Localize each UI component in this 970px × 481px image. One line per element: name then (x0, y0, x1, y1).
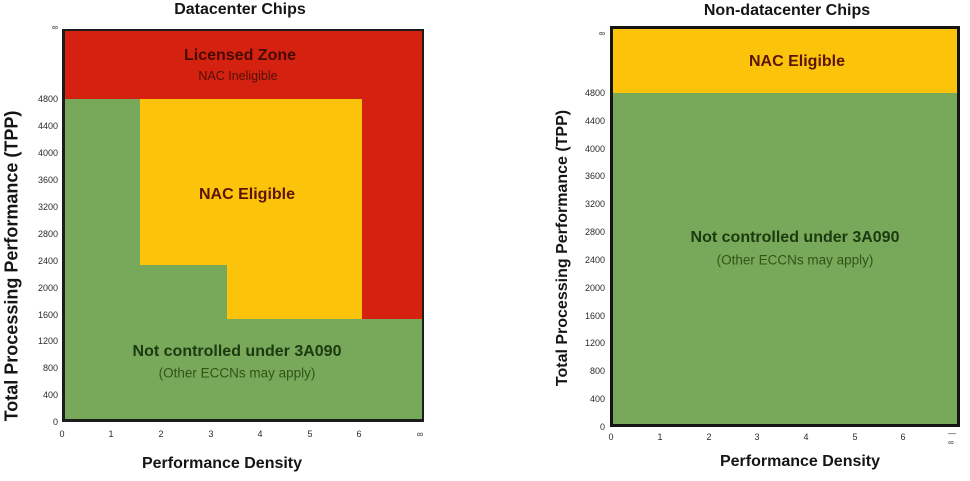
x-tick: 2 (158, 429, 164, 439)
x-tick: 5 (307, 429, 313, 439)
y-tick: 4000 (584, 144, 605, 154)
y-tick: 3600 (584, 171, 605, 181)
x-tick: 1 (657, 432, 663, 442)
y-tick: 0 (599, 422, 605, 432)
y-tick: 1200 (37, 336, 58, 346)
nac-eligible-label-non-datacenter: NAC Eligible (748, 53, 846, 71)
zone-licensed-red-top (65, 31, 422, 99)
y-tick: ∞ (598, 28, 605, 38)
y-tick: 800 (589, 366, 605, 376)
x-tick: 4 (803, 432, 809, 442)
chart-title-non-datacenter: Non-datacenter Chips (703, 2, 871, 19)
plot-area-non-datacenter (610, 26, 960, 427)
uncontrolled-label-non-datacenter: Not controlled under 3A090 (690, 229, 900, 247)
y-tick: 4000 (37, 148, 58, 158)
zone-nac-yellow-upper (139, 98, 363, 265)
y-tick: 2800 (37, 229, 58, 239)
chart-title-datacenter: Datacenter Chips (174, 1, 306, 18)
y-tick: 2000 (37, 283, 58, 293)
y-tick: 4400 (584, 116, 605, 126)
uncontrolled-label-datacenter: Not controlled under 3A090 (132, 343, 342, 361)
y-tick: 400 (589, 394, 605, 404)
y-tick: 1600 (37, 310, 58, 320)
x-tick: 5 (852, 432, 858, 442)
y-tick: 400 (42, 390, 58, 400)
nac-eligible-label-datacenter: NAC Eligible (198, 186, 296, 204)
x-tick: 0 (59, 429, 65, 439)
x-tick: 6 (356, 429, 362, 439)
x-tick-infinity: ∞ (416, 429, 424, 439)
y-tick: 2400 (584, 255, 605, 265)
y-tick: 4400 (37, 121, 58, 131)
zone-uncontrolled-green (613, 29, 957, 424)
zone-nac-yellow-band (613, 29, 957, 93)
y-tick: 3600 (37, 175, 58, 185)
uncontrolled-sublabel-datacenter: (Other ECCNs may apply) (158, 365, 316, 381)
y-tick: 2000 (584, 283, 605, 293)
x-axis-title-non-datacenter: Performance Density (719, 453, 881, 470)
y-tick: 1600 (584, 311, 605, 321)
y-tick: 2800 (584, 227, 605, 237)
x-tick-infinity-dash: — (948, 429, 956, 438)
y-tick: 4800 (37, 94, 58, 104)
y-tick: 3200 (584, 199, 605, 209)
uncontrolled-sublabel-non-datacenter: (Other ECCNs may apply) (716, 252, 874, 268)
x-tick: 2 (706, 432, 712, 442)
y-axis-ticks-non-datacenter: ∞ 4800 4400 4000 3600 3200 2800 2400 200… (545, 0, 605, 481)
x-axis-title-datacenter: Performance Density (141, 455, 303, 472)
licensed-zone-label: Licensed Zone (183, 47, 297, 65)
y-tick: 2400 (37, 256, 58, 266)
plot-area-datacenter (62, 29, 424, 422)
y-tick: 3200 (37, 202, 58, 212)
y-tick: 800 (42, 363, 58, 373)
y-tick: 1200 (584, 338, 605, 348)
y-tick: ∞ (51, 22, 58, 32)
x-tick: 3 (208, 429, 214, 439)
x-tick: 0 (608, 432, 614, 442)
y-axis-ticks-datacenter: ∞ 4800 4400 4000 3600 3200 2800 2400 200… (0, 0, 58, 481)
x-tick: 3 (754, 432, 760, 442)
x-tick: 4 (257, 429, 263, 439)
y-tick: 4800 (584, 88, 605, 98)
x-tick: 1 (108, 429, 114, 439)
zone-nac-yellow-lower (227, 264, 362, 319)
x-tick-infinity: ∞ (948, 438, 954, 447)
licensed-zone-sublabel: NAC Ineligible (198, 69, 278, 84)
zone-licensed-red-right (362, 98, 422, 319)
x-tick: 6 (900, 432, 906, 442)
y-tick: 0 (52, 417, 58, 427)
